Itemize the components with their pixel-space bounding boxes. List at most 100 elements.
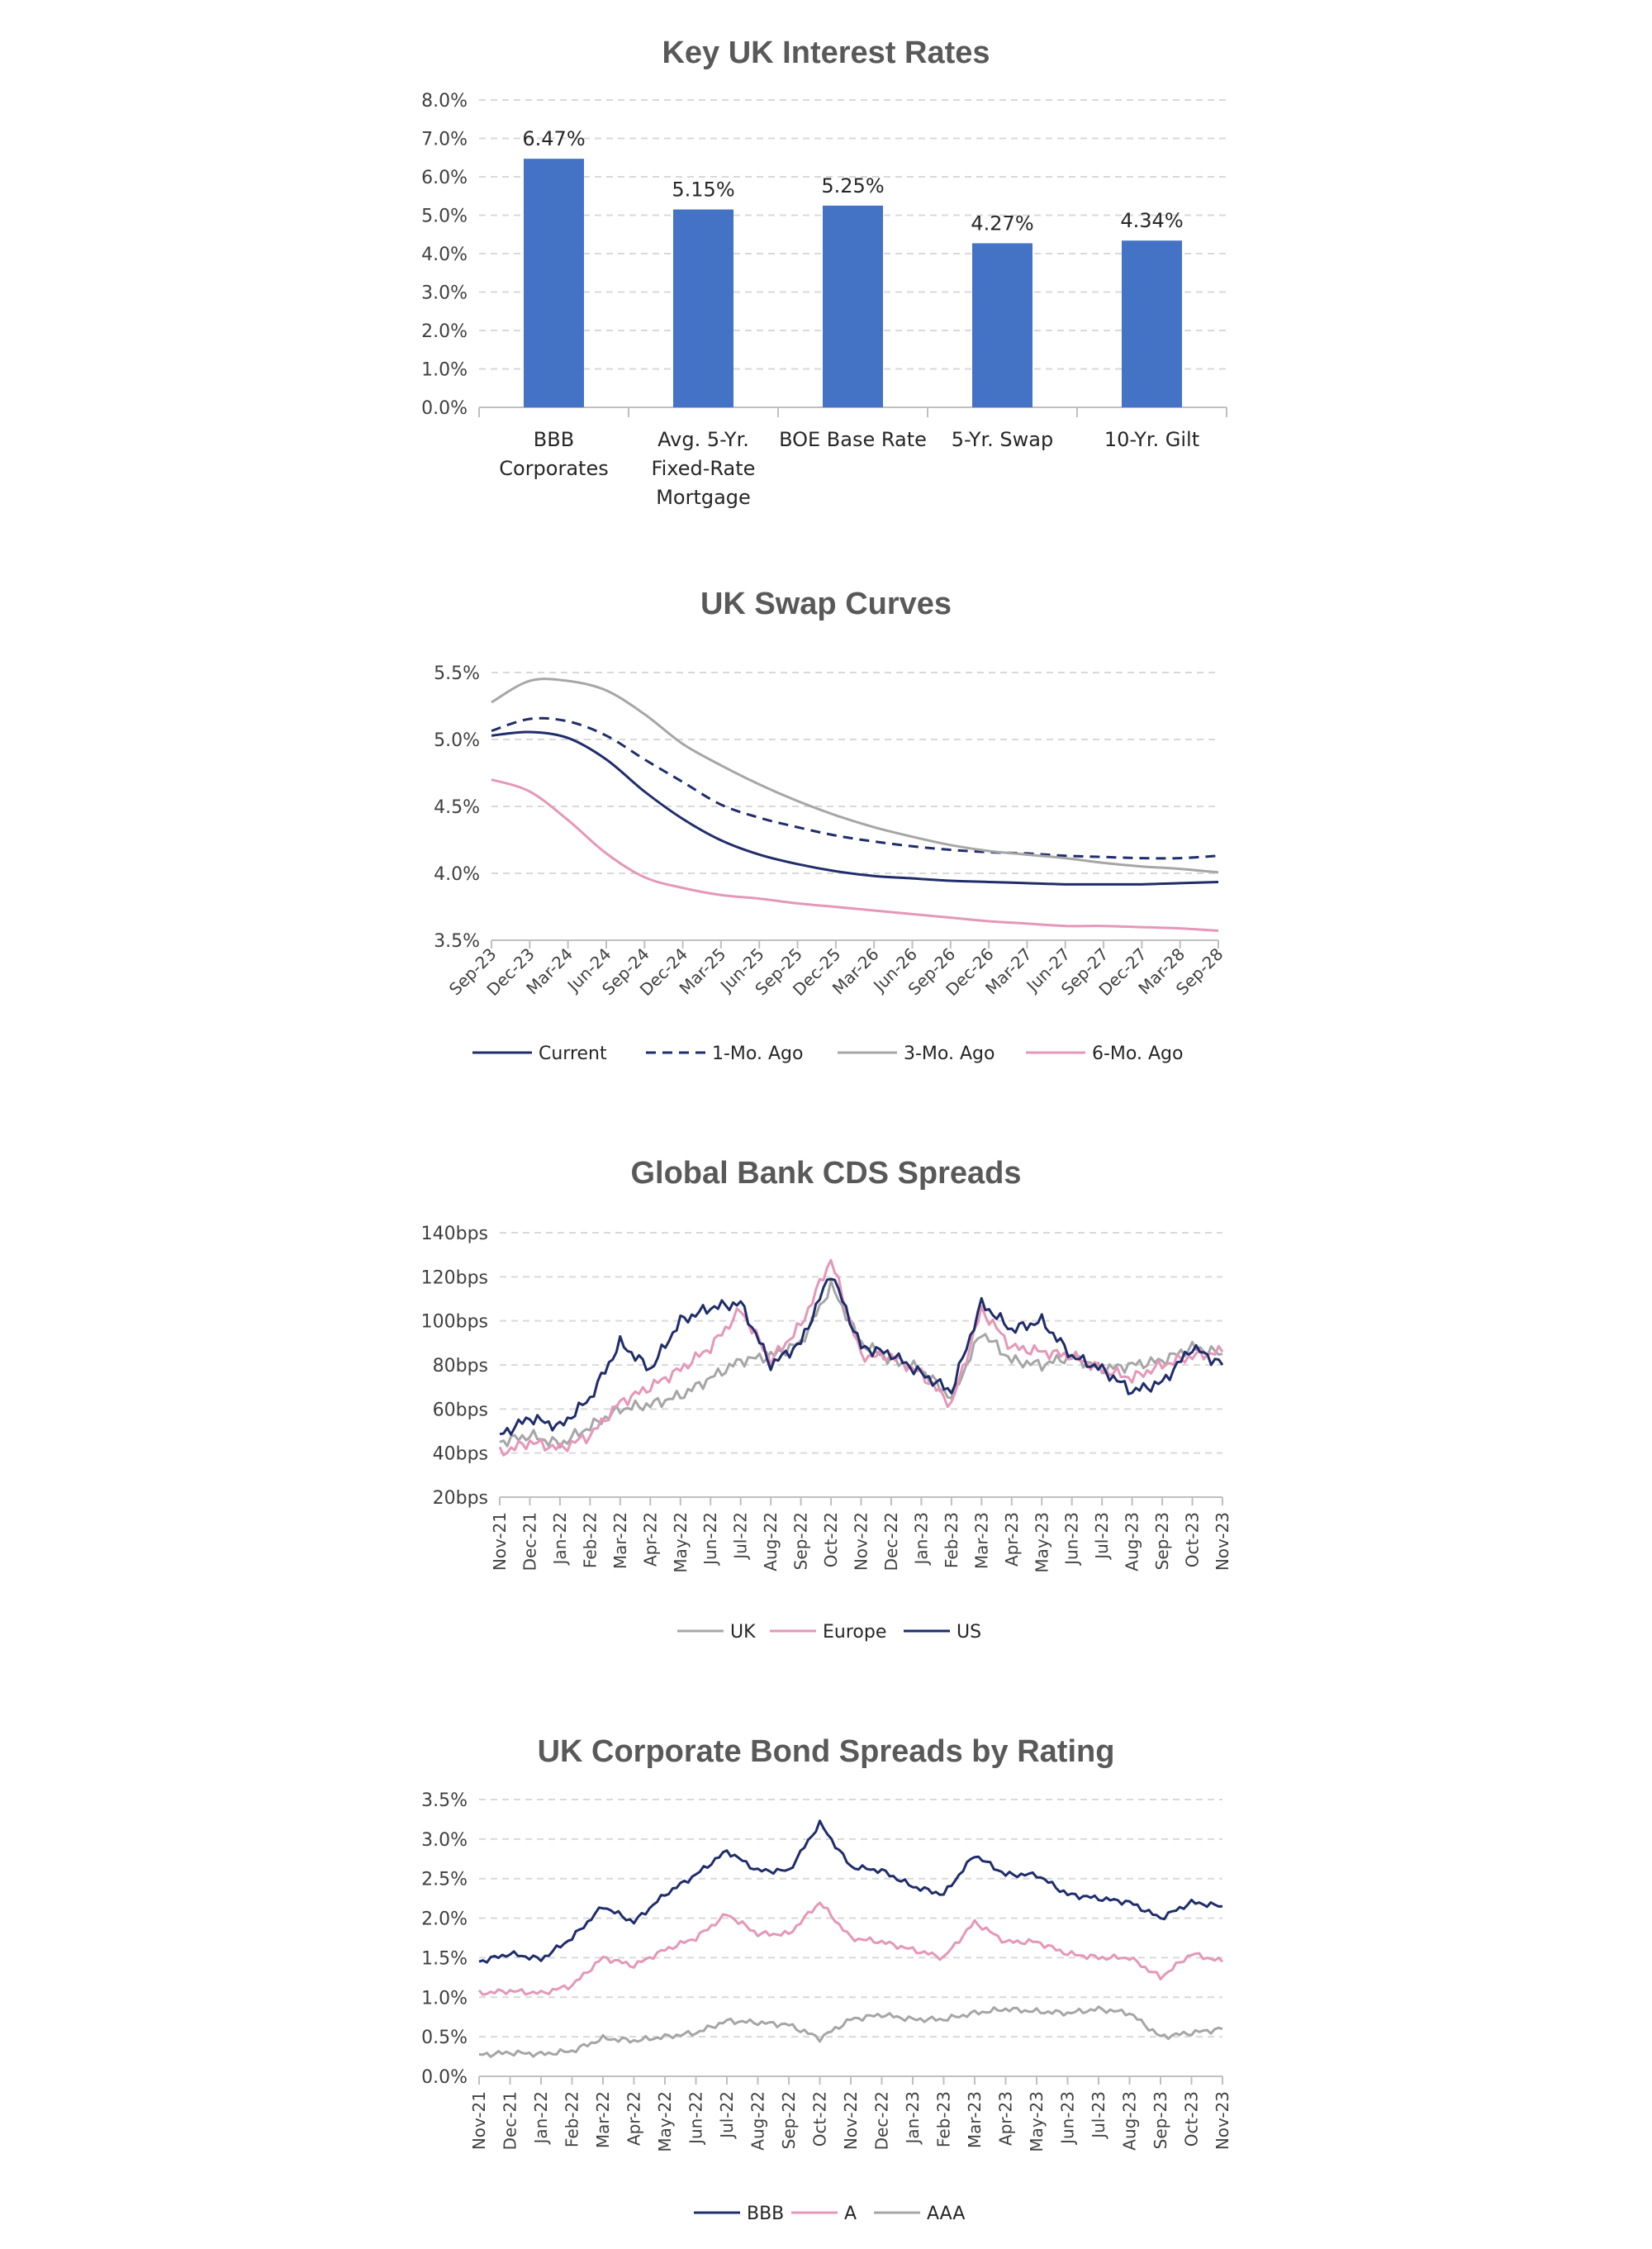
x-tick-label: Jun-22	[686, 2091, 706, 2146]
x-tick-label: May-22	[671, 1512, 691, 1573]
x-tick-label: May-23	[1027, 2091, 1047, 2152]
x-tick-label: Aug-23	[1123, 1512, 1142, 1571]
category-label: Mortgage	[656, 486, 751, 509]
y-tick-label: 0.0%	[421, 2067, 468, 2088]
x-tick-label: Mar-22	[593, 2091, 613, 2148]
x-tick-label: Oct-23	[1183, 1512, 1203, 1567]
y-tick-label: 40bps	[433, 1444, 488, 1465]
x-tick-label: Nov-22	[852, 1512, 871, 1571]
x-tick-label: Apr-22	[640, 1512, 660, 1567]
y-tick-label: 2.0%	[421, 1909, 468, 1930]
category-label: Fixed-Rate	[652, 457, 756, 480]
x-tick-label: Mar-23	[971, 1512, 991, 1569]
key-uk-interest-rates-chart: Key UK Interest Rates 0.0% 1.0% 2.0% 3.0% 4.0…	[421, 36, 1227, 509]
category-label: BOE Base Rate	[779, 428, 927, 451]
x-tick-label: Dec-22	[881, 1512, 901, 1571]
x-tick-label: Oct-23	[1182, 2091, 1202, 2147]
x-tick-label: Sep-23	[1152, 1512, 1172, 1570]
x-tick-label: Jan-22	[550, 1512, 570, 1567]
series-line-1-mo-ago	[491, 716, 1219, 860]
global-bank-cds-spreads-chart: Global Bank CDS Spreads 20bps 40bps 60bps 80…	[421, 1156, 1232, 1643]
series-line-us	[499, 1277, 1224, 1436]
x-tick-label: Feb-22	[563, 2091, 582, 2147]
x-tick-label: Jun-23	[1058, 2091, 1078, 2146]
legend-label: Europe	[823, 1622, 886, 1643]
series-line-europe	[498, 1258, 1224, 1457]
x-tick-label: Feb-22	[580, 1512, 600, 1568]
legend-label: UK	[730, 1622, 756, 1643]
x-tick-label: Jun-22	[700, 1512, 720, 1567]
bar-data-label: 4.34%	[1120, 209, 1183, 232]
uk-swap-curves-panel: UK Swap Curves 3.5% 4.0% 4.5% 5.0% 5.5% Sep-23…	[0, 562, 1652, 1107]
bar-data-label: 5.25%	[821, 174, 884, 197]
x-tick-label: Apr-23	[1002, 1512, 1022, 1567]
x-tick-label: Jul-22	[717, 2091, 737, 2140]
bar	[972, 243, 1032, 407]
y-tick-label: 3.5%	[434, 931, 480, 952]
series-line-a	[477, 1901, 1224, 1996]
category-label: Corporates	[499, 457, 608, 480]
bar-data-label: 6.47%	[522, 127, 585, 150]
legend-label: BBB	[747, 2204, 784, 2224]
y-tick-label: 60bps	[433, 1400, 488, 1420]
y-tick-label: 0.0%	[421, 398, 468, 419]
y-tick-label: 5.0%	[434, 730, 480, 751]
x-tick-label: Jul-23	[1089, 2091, 1108, 2140]
key-uk-interest-rates-panel: Key UK Interest Rates 0.0% 1.0% 2.0% 3.0% 4.0…	[0, 0, 1652, 562]
uk-swap-curves-chart: UK Swap Curves3.5%4.0%4.5%5.0%5.5%Sep-23…	[434, 587, 1227, 1064]
x-tick-label: Jul-22	[731, 1512, 751, 1561]
bar	[1122, 240, 1182, 407]
bar	[823, 205, 883, 407]
x-tick-label: Jul-23	[1092, 1512, 1112, 1561]
y-tick-label: 80bps	[433, 1356, 488, 1377]
x-tick-label: Oct-22	[810, 2091, 830, 2147]
x-tick-label: Feb-23	[942, 1512, 961, 1568]
x-tick-label: Dec-21	[520, 1512, 539, 1571]
x-tick-label: Oct-22	[821, 1512, 841, 1567]
x-tick-label: Jun-23	[1062, 1512, 1082, 1567]
y-tick-label: 1.5%	[421, 1948, 468, 1969]
x-tick-label: Sep-22	[779, 2091, 799, 2149]
series-line-6-mo-ago	[491, 778, 1219, 932]
chart-title: Global Bank CDS Spreads	[630, 1156, 1021, 1191]
y-tick-label: 140bps	[421, 1224, 488, 1244]
y-tick-label: 20bps	[433, 1488, 488, 1509]
y-tick-label: 6.0%	[421, 168, 468, 188]
uk-corporate-bond-spreads-panel: UK Corporate Bond Spreads by Rating 0.0% 0…	[0, 1669, 1652, 2249]
y-tick-label: 4.0%	[434, 864, 480, 885]
bar	[673, 209, 733, 407]
x-tick-label: Sep-23	[1151, 2091, 1170, 2149]
x-tick-label: Nov-21	[469, 2091, 489, 2150]
x-tick-label: Nov-22	[841, 2091, 861, 2150]
category-label: 10-Yr. Gilt	[1104, 428, 1199, 451]
x-tick-label: May-23	[1032, 1512, 1051, 1573]
y-tick-label: 3.0%	[421, 1830, 468, 1851]
x-tick-label: Apr-23	[996, 2091, 1016, 2146]
legend-label: Current	[539, 1044, 607, 1064]
x-tick-label: Sep-22	[791, 1512, 811, 1570]
y-tick-label: 2.0%	[421, 321, 468, 342]
y-tick-label: 2.5%	[421, 1870, 468, 1890]
x-tick-label: Mar-23	[965, 2091, 985, 2148]
x-tick-label: Aug-22	[748, 2091, 768, 2151]
x-tick-label: Nov-23	[1213, 1512, 1232, 1571]
x-tick-label: Dec-22	[872, 2091, 892, 2150]
x-tick-label: Jan-22	[531, 2091, 551, 2146]
legend-label: 1-Mo. Ago	[712, 1044, 803, 1064]
y-tick-label: 4.5%	[434, 797, 480, 818]
legend-label: A	[844, 2204, 857, 2224]
y-tick-label: 1.0%	[421, 1988, 468, 2009]
bar-data-label: 5.15%	[672, 178, 734, 202]
x-tick-label: Nov-23	[1213, 2091, 1232, 2150]
y-tick-label: 7.0%	[421, 130, 468, 150]
x-tick-label: Jan-23	[911, 1512, 931, 1567]
y-tick-label: 5.0%	[421, 207, 468, 227]
x-tick-label: Aug-23	[1120, 2091, 1140, 2151]
series-line-3-mo-ago	[491, 678, 1219, 874]
y-tick-label: 3.5%	[421, 1790, 468, 1811]
x-tick-label: Mar-22	[610, 1512, 630, 1569]
chart-title: UK Swap Curves	[700, 587, 952, 621]
y-tick-label: 1.0%	[421, 360, 468, 381]
y-tick-label: 100bps	[421, 1312, 488, 1333]
y-tick-label: 3.0%	[421, 283, 468, 304]
